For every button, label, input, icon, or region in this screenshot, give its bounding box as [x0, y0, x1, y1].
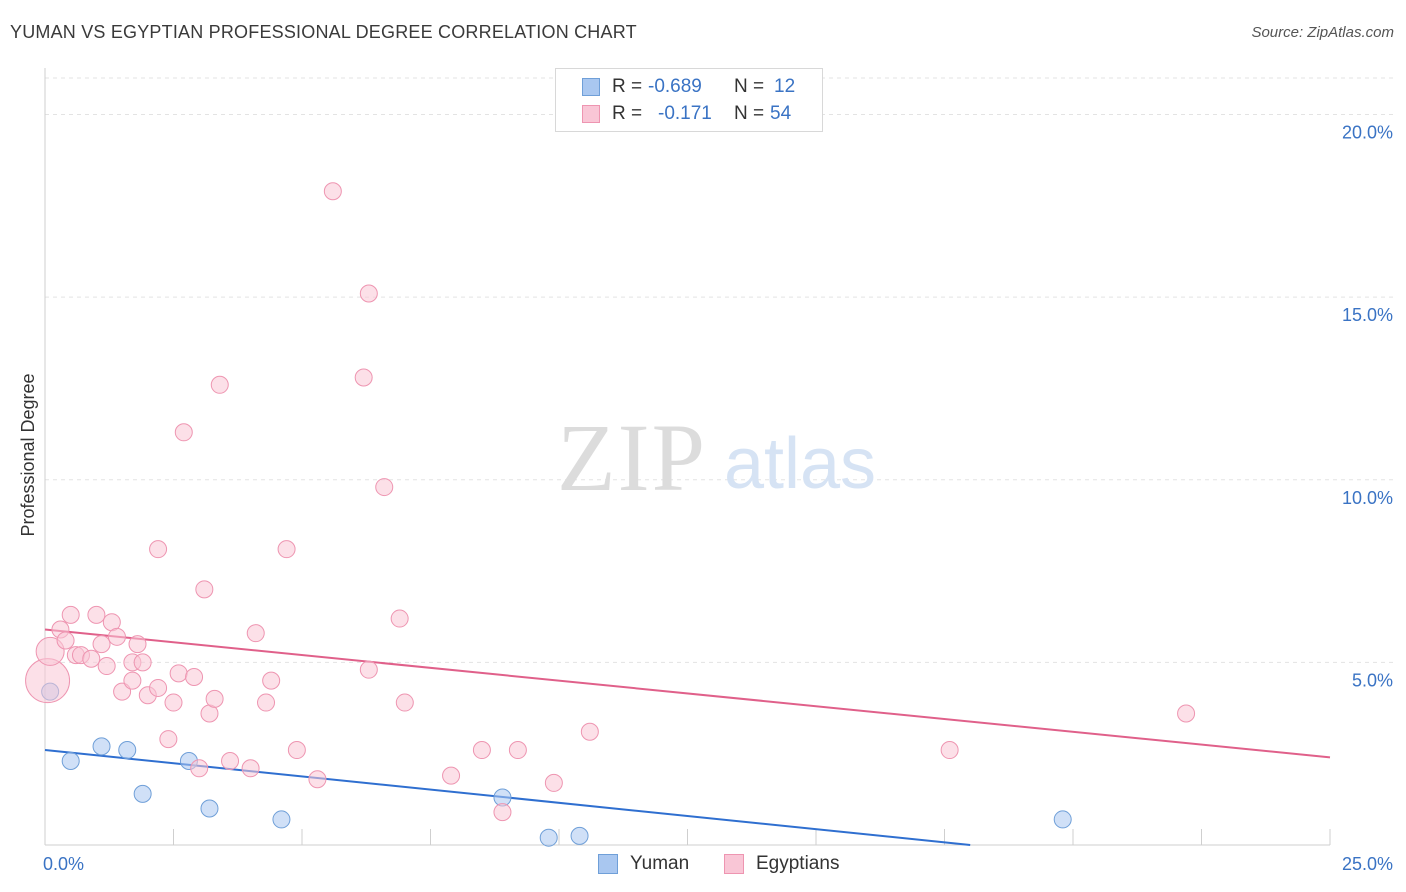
data-point-yuman: [1053, 810, 1072, 829]
legend-n-label: N =: [734, 103, 765, 124]
data-point-egyptians: [442, 766, 461, 785]
legend-swatch-yuman: [582, 78, 600, 96]
data-point-egyptians: [107, 627, 126, 646]
y-tick-label: 15.0%: [1342, 305, 1393, 325]
data-point-egyptians: [113, 682, 132, 701]
x-tick-label: 25.0%: [1342, 854, 1393, 874]
data-point-egyptians: [210, 375, 229, 394]
tick-labels: 5.0% 10.0% 15.0% 20.0% 0.0% 25.0%: [43, 123, 1393, 874]
bottom-legend-swatch-egyptians: [724, 854, 744, 874]
y-tick-label: 20.0%: [1342, 123, 1393, 143]
data-point-egyptians: [185, 667, 204, 686]
data-point-egyptians: [257, 693, 276, 712]
legend-row-yuman: R = -0.689 N = 12: [556, 74, 822, 100]
data-point-yuman: [200, 799, 219, 818]
source-label: Source: ZipAtlas.com: [1251, 24, 1394, 41]
y-tick-label: 5.0%: [1352, 670, 1393, 690]
data-point-egyptians: [246, 624, 265, 643]
legend-n-value: 54: [770, 103, 792, 124]
data-point-egyptians: [308, 770, 327, 789]
data-point-egyptians: [195, 580, 214, 599]
data-point-egyptians: [940, 741, 959, 760]
data-point-egyptians: [92, 635, 111, 654]
data-point-egyptians: [61, 605, 80, 624]
data-point-egyptians: [97, 657, 116, 676]
data-point-egyptians: [123, 671, 142, 690]
legend-swatch-egyptians: [582, 105, 600, 123]
data-point-egyptians: [56, 631, 75, 650]
trend-lines: [44, 628, 1331, 846]
data-point-egyptians: [493, 803, 512, 822]
bottom-legend-label-yuman: Yuman: [630, 853, 690, 874]
data-point-egyptians: [580, 722, 599, 741]
data-point-egyptians: [544, 773, 563, 792]
legend-row-egyptians: R = -0.171 N = 54: [556, 101, 822, 127]
data-point-egyptians: [1177, 704, 1196, 723]
data-point-yuman: [272, 810, 291, 829]
correlation-legend: R = -0.689 N = 12 R = -0.171 N = 54: [555, 68, 823, 132]
data-point-yuman: [61, 751, 80, 770]
grid-lines: [45, 77, 1393, 663]
data-point-egyptians: [133, 653, 152, 672]
data-point-egyptians: [35, 636, 65, 666]
data-point-egyptians: [375, 478, 394, 497]
data-point-egyptians: [174, 423, 193, 442]
bottom-legend-swatch-yuman: [598, 854, 618, 874]
data-point-yuman: [539, 828, 558, 847]
data-point-egyptians: [277, 540, 296, 559]
data-point-egyptians: [221, 751, 240, 770]
data-point-egyptians: [359, 660, 378, 679]
chart-title: YUMAN VS EGYPTIAN PROFESSIONAL DEGREE CO…: [10, 22, 637, 42]
legend-r-label: R =: [612, 76, 643, 97]
data-point-yuman: [118, 741, 137, 760]
data-point-egyptians: [354, 368, 373, 387]
data-point-egyptians: [395, 693, 414, 712]
x-tick-label: 0.0%: [43, 854, 84, 874]
data-point-egyptians: [390, 609, 409, 628]
data-point-egyptians: [164, 693, 183, 712]
data-point-egyptians: [82, 649, 101, 668]
data-point-yuman: [133, 784, 152, 803]
watermark: ZIP atlas: [557, 404, 876, 511]
data-point-egyptians: [149, 540, 168, 559]
data-point-egyptians: [323, 182, 342, 201]
legend-n-value: 12: [774, 76, 796, 97]
data-points: [25, 182, 1196, 847]
data-point-egyptians: [169, 664, 188, 683]
legend-r-value: -0.171: [658, 103, 712, 124]
y-axis-label: Professional Degree: [18, 373, 38, 536]
data-point-egyptians: [241, 759, 260, 778]
data-point-egyptians: [87, 605, 106, 624]
legend-n-label: N =: [734, 76, 765, 97]
data-point-yuman: [570, 826, 589, 845]
data-point-egyptians: [128, 635, 147, 654]
bottom-legend-label-egyptians: Egyptians: [756, 853, 840, 874]
data-point-egyptians: [262, 671, 281, 690]
data-point-egyptians: [359, 284, 378, 303]
trend-line-egyptians: [44, 628, 1331, 759]
watermark-zip: ZIP: [557, 404, 707, 511]
axes: [44, 68, 1331, 846]
data-point-egyptians: [149, 678, 168, 697]
data-point-egyptians: [205, 689, 224, 708]
legend-r-label: R =: [612, 103, 643, 124]
watermark-atlas: atlas: [724, 424, 876, 504]
data-point-egyptians: [190, 759, 209, 778]
data-point-egyptians: [508, 741, 527, 760]
data-point-egyptians: [472, 741, 491, 760]
legend-r-value: -0.689: [648, 76, 702, 97]
data-point-egyptians: [287, 741, 306, 760]
y-tick-label: 10.0%: [1342, 488, 1393, 508]
data-point-yuman: [92, 737, 111, 756]
data-point-egyptians: [159, 730, 178, 749]
